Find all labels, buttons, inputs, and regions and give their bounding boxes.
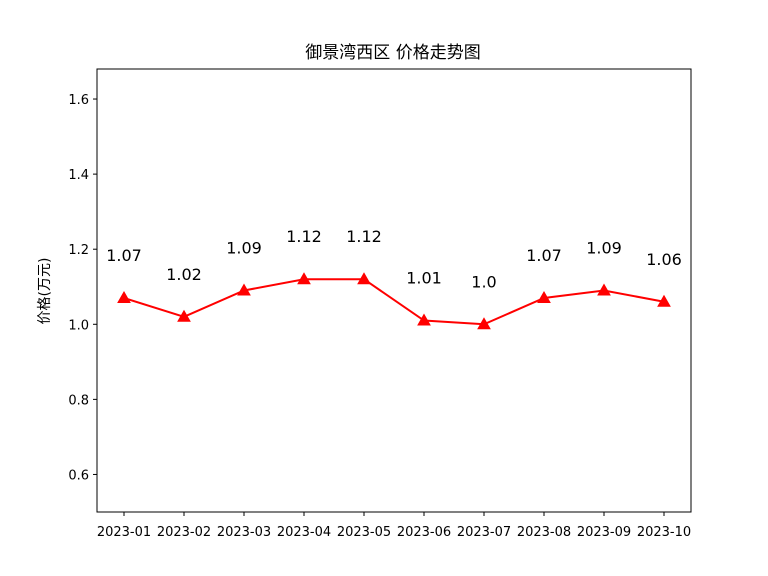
x-tick-label: 2023-03 bbox=[217, 525, 271, 540]
data-point-marker bbox=[477, 317, 491, 330]
data-point-marker bbox=[297, 272, 311, 285]
y-tick-label: 1.6 bbox=[68, 93, 89, 108]
y-tick-label: 1.2 bbox=[68, 243, 89, 258]
series-line-path bbox=[123, 278, 665, 326]
x-tick-label: 2023-07 bbox=[457, 525, 511, 540]
chart-title: 御景湾西区 价格走势图 bbox=[305, 43, 480, 63]
y-axis-label: 价格(万元) bbox=[37, 258, 53, 325]
data-labels: 1.07 1.02 1.09 1.12 1.12 1.01 1.0 1.07 1.09 1.06 bbox=[106, 227, 682, 291]
x-tick-label: 2023-02 bbox=[157, 525, 211, 540]
data-label: 1.12 bbox=[346, 227, 382, 246]
data-point-marker bbox=[597, 283, 611, 296]
data-point-marker bbox=[417, 313, 431, 326]
data-label: 1.09 bbox=[226, 239, 262, 258]
data-point-marker bbox=[357, 272, 371, 285]
y-tick-label: 1.0 bbox=[68, 318, 89, 333]
x-tick-label: 2023-08 bbox=[517, 525, 571, 540]
y-tick-label: 0.8 bbox=[68, 393, 89, 408]
data-point-marker bbox=[237, 283, 251, 296]
x-tick-label: 2023-05 bbox=[337, 525, 391, 540]
series-line bbox=[117, 272, 671, 330]
data-label: 1.0 bbox=[471, 272, 496, 291]
y-tick-label: 0.6 bbox=[68, 468, 89, 483]
data-label: 1.07 bbox=[526, 246, 562, 265]
data-label: 1.06 bbox=[646, 250, 682, 269]
x-tick-label: 2023-04 bbox=[277, 525, 331, 540]
data-label: 1.12 bbox=[286, 227, 322, 246]
data-label: 1.02 bbox=[166, 265, 202, 284]
data-label: 1.01 bbox=[406, 269, 442, 288]
data-point-marker bbox=[117, 291, 131, 304]
data-label: 1.09 bbox=[586, 239, 622, 258]
data-point-marker bbox=[537, 291, 551, 304]
data-point-marker bbox=[657, 294, 671, 307]
plot-frame bbox=[96, 68, 692, 513]
data-label: 1.07 bbox=[106, 246, 142, 265]
x-tick-label: 2023-10 bbox=[637, 525, 691, 540]
y-tick-label: 1.4 bbox=[68, 168, 89, 183]
x-tick-label: 2023-01 bbox=[97, 525, 151, 540]
x-tick-label: 2023-09 bbox=[577, 525, 631, 540]
x-tick-label: 2023-06 bbox=[397, 525, 451, 540]
axes: 2023-01 2023-02 2023-03 2023-04 2023-05 2023-… bbox=[68, 93, 691, 540]
data-point-marker bbox=[177, 309, 191, 322]
